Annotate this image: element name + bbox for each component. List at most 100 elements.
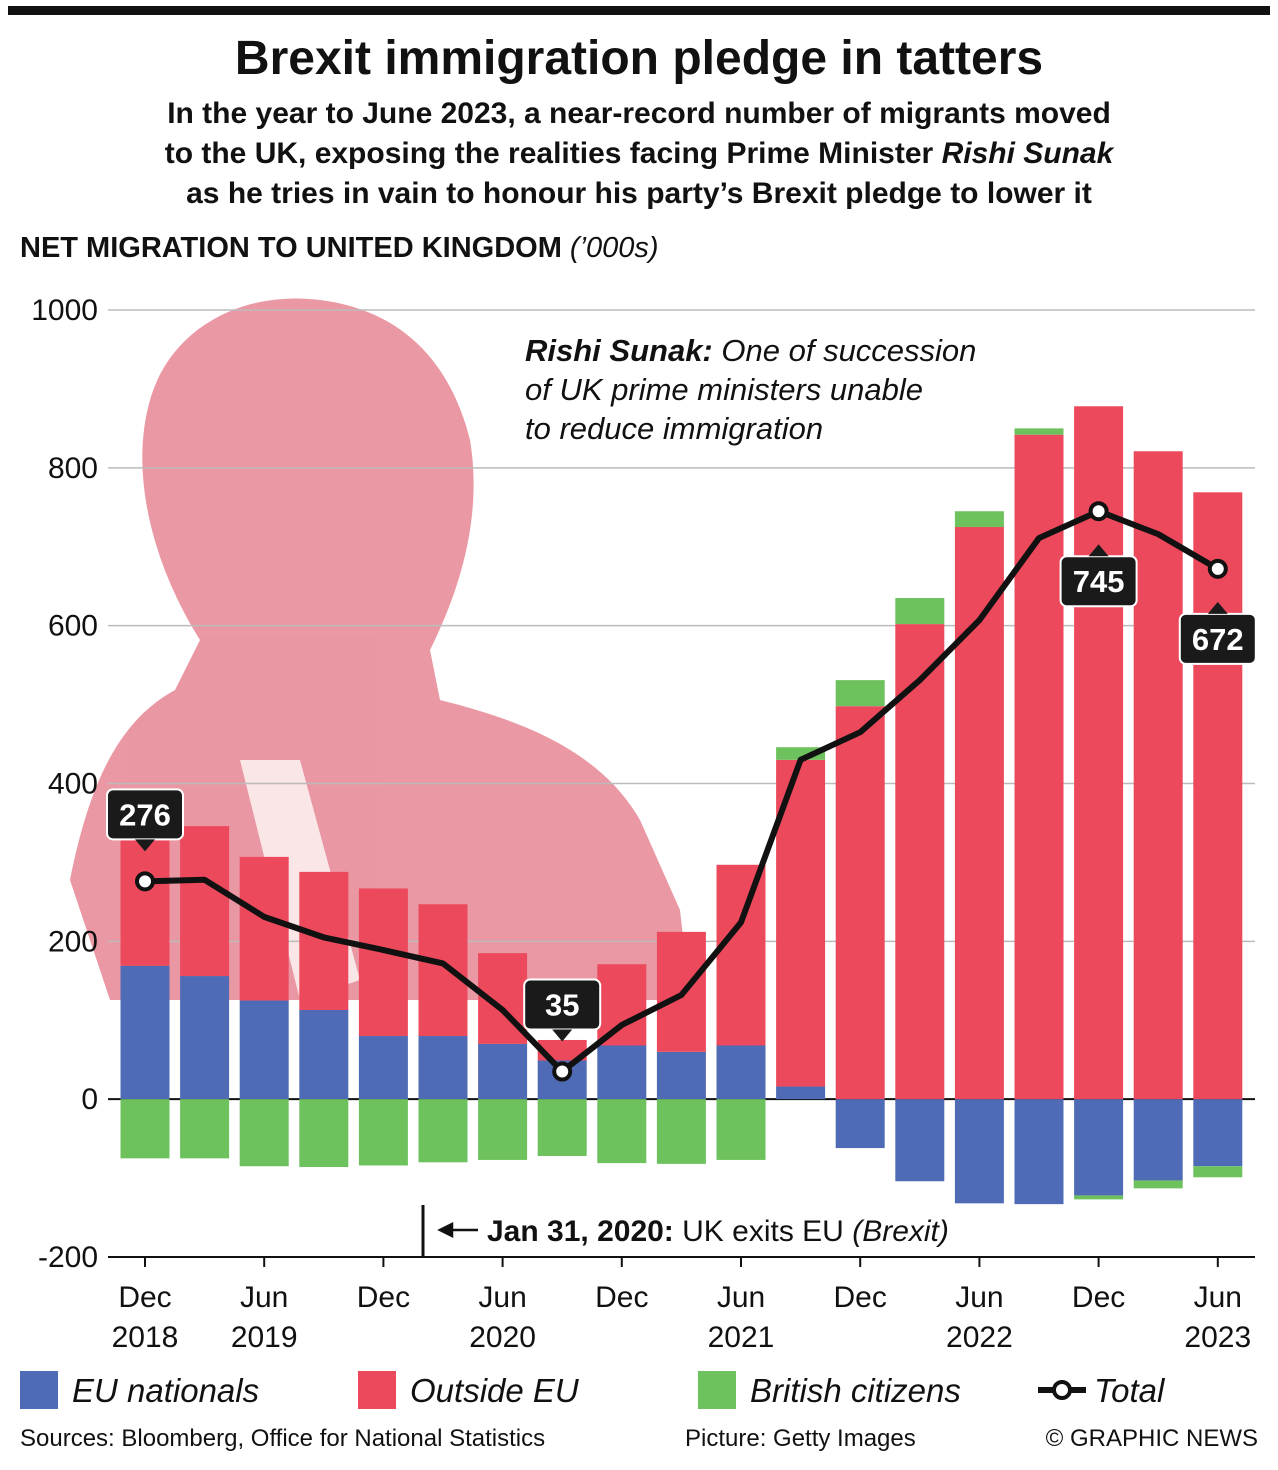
bar-segment [239, 1000, 289, 1100]
x-tick-label: Jun 2021 [708, 1281, 775, 1354]
bar-segment [656, 1051, 706, 1100]
legend-label: EU nationals [72, 1372, 259, 1409]
bar-segment [358, 888, 408, 1037]
bar-segment [180, 826, 230, 977]
value-label-pointer [552, 1029, 573, 1042]
legend-swatch [698, 1371, 736, 1409]
bar-segment [776, 1086, 826, 1100]
footer-credit: © GRAPHIC NEWS [1046, 1425, 1258, 1452]
footer-sources: Sources: Bloomberg, Office for National … [20, 1425, 545, 1452]
bar-segment [895, 1099, 945, 1182]
value-label-pointer [1207, 601, 1228, 614]
annotation: to reduce immigration [525, 411, 823, 446]
value-label: 745 [1073, 564, 1125, 599]
y-axis-label: NET MIGRATION TO UNITED KINGDOM (’000s) [20, 232, 659, 264]
photo-shape [70, 298, 690, 1000]
bar-segment [1014, 1099, 1064, 1205]
x-tick-line: Dec [834, 1281, 887, 1314]
bar-segment [835, 680, 885, 707]
total-line [144, 508, 1220, 1075]
bar-segment [656, 1099, 706, 1164]
bar-segment [180, 1099, 230, 1159]
annotation-bold: Jan 31, 2020: [487, 1215, 674, 1248]
annotation-text: UK exits EU [682, 1215, 844, 1248]
legend-swatch [358, 1371, 396, 1409]
value-label: 276 [119, 797, 171, 832]
subtitle-italic: Rishi Sunak [942, 137, 1115, 170]
subtitle: In the year to June 2023, a near-record … [167, 97, 1111, 130]
bar-segment [478, 1043, 528, 1100]
x-tick-line: Jun [240, 1281, 288, 1314]
x-tick-line: Dec [118, 1281, 171, 1314]
x-tick-line: 2023 [1184, 1321, 1251, 1354]
bar-segment [1193, 1166, 1243, 1178]
y-tick-label: 200 [48, 925, 98, 958]
x-tick-line: Dec [357, 1281, 410, 1314]
y-tick-label: -200 [38, 1241, 98, 1274]
x-tick-line: Jun [717, 1281, 765, 1314]
bar-segment [358, 1036, 408, 1100]
lines: 276 35 745 672 [106, 501, 1257, 1082]
bar-segment [597, 1099, 647, 1164]
bar-segment [1074, 1195, 1124, 1200]
bar-segment [597, 1045, 647, 1100]
x-tick-label: Jun 2022 [946, 1281, 1013, 1354]
bar-segment [239, 856, 289, 1001]
annotation-italic: (Brexit) [852, 1215, 949, 1248]
legend-label: British citizens [750, 1372, 961, 1409]
value-label-pointer [135, 839, 155, 852]
bar-segment [478, 1099, 528, 1160]
annotation: Rishi Sunak: One of succession [525, 333, 976, 368]
bar-segment [120, 1099, 170, 1159]
bar-segment [954, 1099, 1004, 1204]
x-tick-label: Dec [1072, 1281, 1125, 1314]
bar-segment [776, 759, 826, 1087]
bar-segment [418, 904, 468, 1037]
footer-picture: Picture: Getty Images [685, 1425, 916, 1452]
chart-title: Brexit immigration pledge in tatters [235, 32, 1043, 85]
bar-segment [120, 965, 170, 1100]
x-tick-line: 2018 [112, 1321, 179, 1354]
bar-segment [239, 1099, 289, 1167]
x-tick-line: 2019 [231, 1321, 298, 1354]
x-tick-line: Dec [1072, 1281, 1125, 1314]
annotation-bold: Rishi Sunak: [525, 333, 713, 368]
subtitle: as he tries in vain to honour his party’… [186, 177, 1092, 210]
x-tick-label: Dec [357, 1281, 410, 1314]
bar-segment [1133, 1099, 1183, 1181]
bar-segment [120, 840, 170, 966]
bar-segment [418, 1099, 468, 1163]
x-tick-line: Jun [1194, 1281, 1242, 1314]
annotation: of UK prime ministers unable [525, 372, 923, 407]
subtitle: to the UK, exposing the realities facing… [165, 137, 1115, 170]
brexit-arrow [437, 1221, 478, 1239]
bar-segment [1133, 451, 1183, 1100]
y-tick-label: 1000 [31, 294, 98, 327]
bar-segment [835, 706, 885, 1100]
brexit-annotation: Jan 31, 2020: UK exits EU (Brexit) [487, 1215, 949, 1248]
bar-segment [418, 1036, 468, 1100]
legend-swatch [1052, 1380, 1072, 1400]
y-unit: (’000s) [570, 232, 659, 264]
total-marker [1088, 501, 1109, 522]
total-marker [135, 871, 155, 892]
x-tick-label: Jun 2023 [1184, 1281, 1251, 1354]
bar-segment [1014, 428, 1064, 435]
x-tick-label: Dec [834, 1281, 887, 1314]
x-tick-line: Jun [955, 1281, 1003, 1314]
legend-label: Outside EU [410, 1372, 579, 1409]
x-tick-line: 2021 [708, 1321, 775, 1354]
bar-segment [180, 976, 230, 1100]
bar-segment [358, 1099, 408, 1166]
x-tick-line: Jun [478, 1281, 526, 1314]
annotation-text: One of succession [721, 333, 976, 368]
legend: EU nationals Outside EU British citizens To… [20, 1371, 1166, 1409]
value-label: 672 [1192, 622, 1244, 657]
bar-segment [954, 511, 1004, 528]
bar-segment [716, 1045, 766, 1100]
bar-segment [299, 1099, 349, 1168]
subtitle-part: to the UK, exposing the realities facing… [165, 137, 934, 170]
bar-segment [895, 624, 945, 1100]
x-tick-label: Jun 2020 [469, 1281, 536, 1354]
